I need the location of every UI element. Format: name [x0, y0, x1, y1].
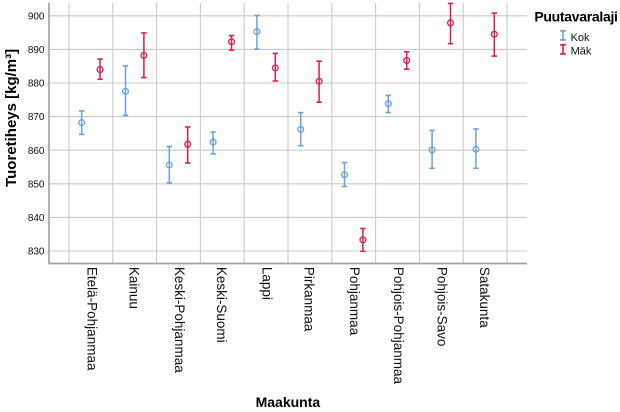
svg-text:Keski-Suomi: Keski-Suomi [214, 267, 229, 343]
svg-text:Etelä-Pohjanmaa: Etelä-Pohjanmaa [84, 267, 99, 371]
svg-text:Pohjois-Savo: Pohjois-Savo [435, 267, 450, 347]
svg-text:Kok: Kok [571, 32, 590, 44]
svg-text:890: 890 [28, 45, 45, 56]
svg-text:Keski-Pohjanmaa: Keski-Pohjanmaa [172, 267, 187, 373]
svg-text:Pirkanmaa: Pirkanmaa [302, 267, 317, 332]
svg-text:Pohjanmaa: Pohjanmaa [347, 267, 362, 336]
svg-text:830: 830 [28, 247, 45, 258]
svg-text:Satakunta: Satakunta [477, 267, 492, 328]
svg-text:Mäk: Mäk [571, 46, 592, 58]
svg-text:Puutavaralaji: Puutavaralaji [534, 9, 617, 25]
svg-text:Kainuu: Kainuu [127, 267, 142, 309]
svg-text:840: 840 [28, 213, 45, 224]
svg-text:870: 870 [28, 112, 45, 123]
svg-text:850: 850 [28, 179, 45, 190]
svg-text:860: 860 [28, 146, 45, 157]
svg-text:Pohjois-Pohjanmaa: Pohjois-Pohjanmaa [391, 267, 406, 385]
svg-text:900: 900 [28, 11, 45, 22]
svg-text:880: 880 [28, 79, 45, 90]
svg-text:Maakunta: Maakunta [256, 394, 321, 410]
svg-text:Tuoretiheys [kg/m³]: Tuoretiheys [kg/m³] [3, 49, 20, 187]
svg-text:Lappi: Lappi [260, 267, 275, 300]
